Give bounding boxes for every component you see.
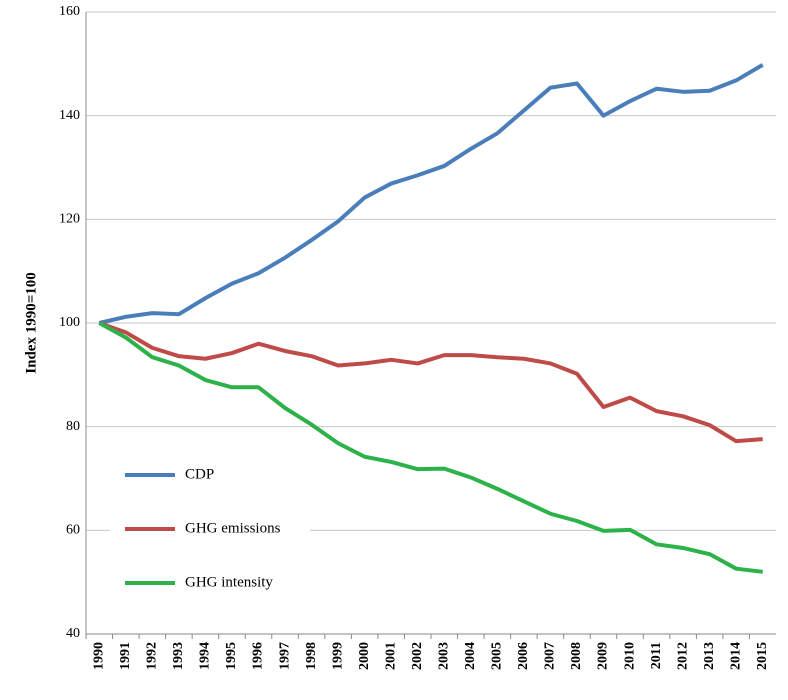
series-line <box>98 321 763 574</box>
x-tick-label: 2011 <box>649 642 664 669</box>
x-tick-label: 2005 <box>490 642 505 670</box>
x-tick-label: 1991 <box>118 642 133 670</box>
x-tick-label: 2015 <box>755 642 770 670</box>
legend-label: GHG intensity <box>185 574 273 590</box>
y-axis-label: Index 1990=100 <box>23 272 39 373</box>
x-tick-label: 1990 <box>91 642 106 670</box>
x-tick-label: 2003 <box>436 642 451 670</box>
x-tick-label: 1998 <box>304 642 319 670</box>
x-tick-label: 1999 <box>330 642 345 670</box>
x-tick-label: 2007 <box>543 642 558 670</box>
x-tick-label: 1992 <box>145 642 160 670</box>
y-tick-label: 40 <box>66 626 80 641</box>
legend-label: CDP <box>185 466 214 482</box>
y-tick-label: 140 <box>59 108 80 123</box>
x-tick-label: 2006 <box>516 642 531 670</box>
legend-label: GHG emissions <box>185 520 281 536</box>
x-tick-label: 2012 <box>675 642 690 670</box>
series-line <box>98 321 763 444</box>
x-tick-label: 1996 <box>251 642 266 670</box>
x-tick-label: 1997 <box>277 642 292 670</box>
y-tick-label: 160 <box>59 4 80 19</box>
y-tick-label: 80 <box>66 419 80 434</box>
x-tick-label: 2008 <box>569 642 584 670</box>
y-tick-label: 120 <box>59 212 80 227</box>
x-tick-label: 2002 <box>410 642 425 670</box>
x-tick-label: 2010 <box>622 642 637 670</box>
x-tick-label: 1993 <box>171 642 186 670</box>
x-tick-label: 2009 <box>596 642 611 670</box>
x-tick-label: 2001 <box>383 642 398 670</box>
x-tick-label: 1995 <box>224 642 239 670</box>
series-line <box>98 63 764 325</box>
x-tick-label: 2014 <box>728 642 743 670</box>
y-tick-label: 60 <box>66 523 80 538</box>
y-tick-label: 100 <box>59 315 80 330</box>
x-tick-label: 2004 <box>463 642 478 670</box>
x-tick-label: 2013 <box>702 642 717 670</box>
x-tick-label: 1994 <box>198 642 213 670</box>
x-tick-label: 2000 <box>357 642 372 670</box>
